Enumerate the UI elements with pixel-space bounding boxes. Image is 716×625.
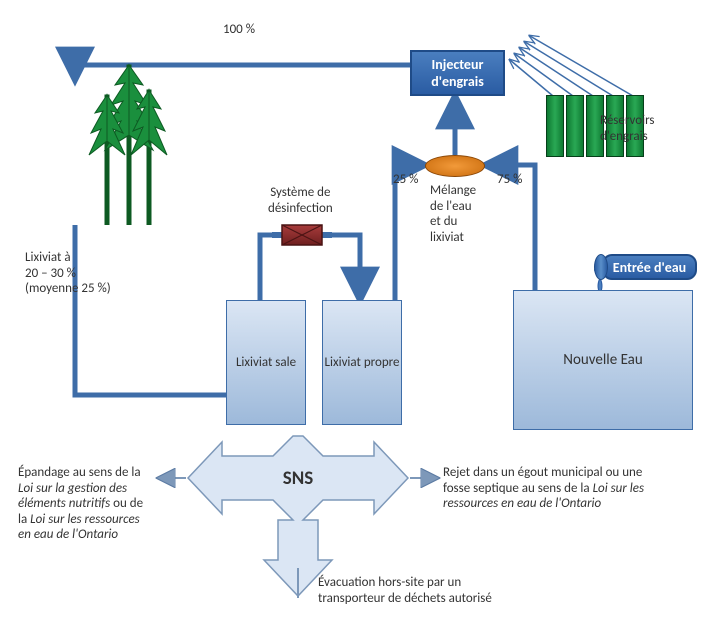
desinfection-unit [272, 222, 332, 248]
pct-100-label: 100 % [223, 22, 255, 38]
melange-node [425, 155, 485, 177]
epandage-label: Épandage au sens de la Loi sur la gestio… [18, 465, 153, 543]
lixiviat-sale-label: Lixiviat sale [236, 355, 296, 370]
evacuation-label: Évacuation hors-site par un transporteur… [318, 575, 492, 606]
lixiviat-propre-label: Lixiviat propre [325, 355, 400, 370]
nouvelle-eau-tank: Nouvelle Eau [513, 290, 693, 430]
desinfection-label: Système de désinfection [268, 185, 333, 216]
plant-icon [85, 55, 175, 225]
lixiviat-range-label: Lixiviat à 20 – 30 % (moyenne 25 %) [25, 250, 111, 297]
entree-eau-pipe: Entrée d'eau [602, 254, 697, 280]
nouvelle-eau-label: Nouvelle Eau [563, 351, 642, 369]
lixiviat-propre-tank: Lixiviat propre [322, 300, 402, 425]
pct-25-label: 25 % [393, 172, 418, 188]
sns-label: SNS [273, 466, 323, 490]
melange-label: Mélange de l'eau et du lixiviat [430, 183, 476, 245]
injecteur-box: Injecteur d'engrais [410, 50, 505, 96]
lixiviat-sale-tank: Lixiviat sale [226, 300, 306, 425]
reservoirs-label: Réservoirs d'engrais [600, 113, 655, 144]
rejet-label: Rejet dans un égout municipal ou une fos… [443, 465, 663, 512]
diagram-canvas: Injecteur d'engrais Lixiviat sale Lixivi… [0, 0, 716, 625]
entree-eau-label: Entrée d'eau [613, 259, 686, 276]
injecteur-label: Injecteur d'engrais [412, 56, 503, 90]
pct-75-label: 75 % [497, 172, 522, 188]
entree-eau-cap-icon [594, 254, 608, 280]
